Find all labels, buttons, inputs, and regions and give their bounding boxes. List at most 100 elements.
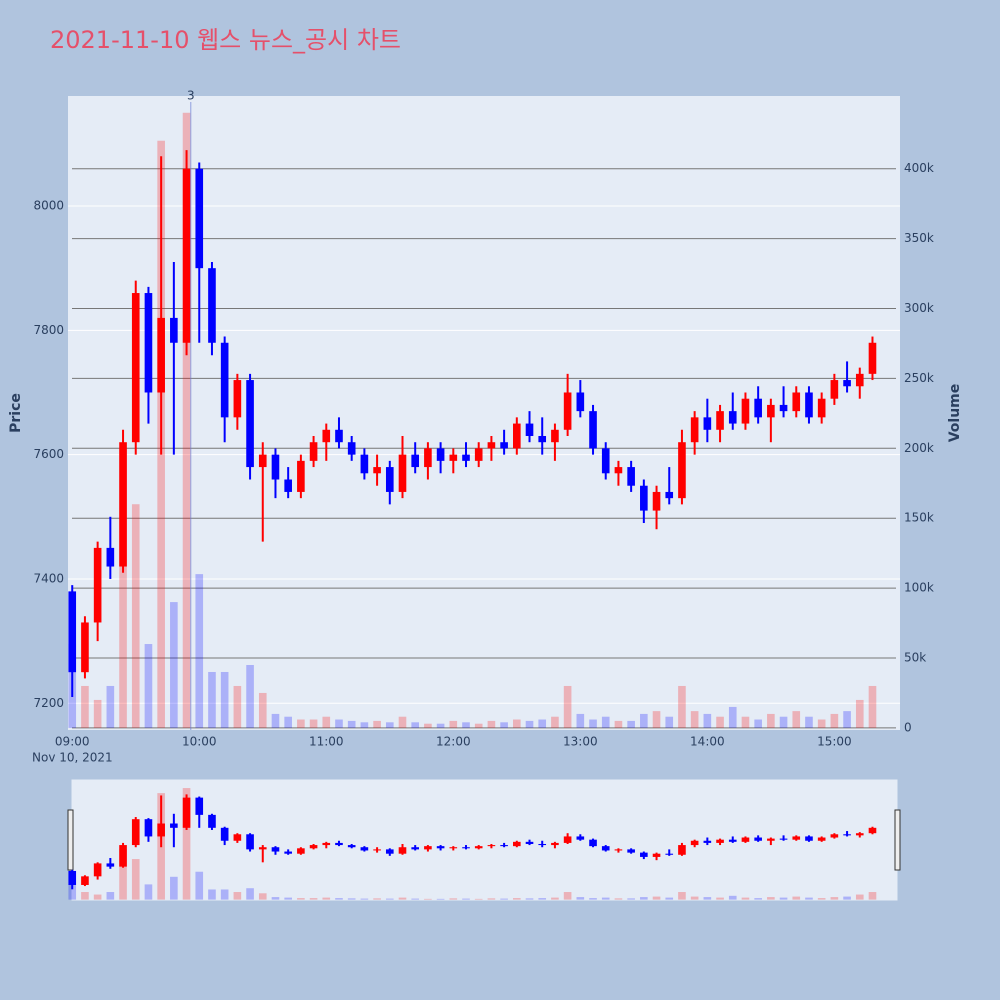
x-date-label: Nov 10, 2021 <box>32 751 113 765</box>
candle-body <box>119 442 127 567</box>
y-axis-title: Price <box>8 393 24 433</box>
slider-handle-left[interactable] <box>67 809 74 871</box>
y2-tick-label: 400k <box>904 161 934 175</box>
slider-candle-body <box>119 845 127 867</box>
slider-handle-right[interactable] <box>894 809 901 871</box>
candle-body <box>474 448 483 461</box>
slider-candle-body <box>220 827 229 841</box>
slider-candle-body <box>855 833 864 836</box>
slider-candle-body <box>106 863 115 867</box>
candle-body <box>258 454 267 468</box>
candle-body <box>106 547 115 567</box>
slider-candle-body <box>157 823 165 837</box>
slider-candle-body <box>322 842 331 846</box>
slider-candle-body <box>652 853 661 857</box>
volume-bar <box>690 711 699 728</box>
candle-body <box>741 398 750 424</box>
slider-candle-body <box>601 846 610 851</box>
slider-candle-body <box>347 845 356 848</box>
slider-volume-bar <box>843 896 851 900</box>
slider-candle-body <box>538 843 547 846</box>
slider-candle-body <box>411 847 420 850</box>
x-tick-label: 14:00 <box>690 735 725 749</box>
volume-bar <box>131 504 140 728</box>
volume-bar <box>513 719 521 728</box>
volume-bar <box>754 719 762 728</box>
volume-bar <box>462 722 470 728</box>
slider-volume-bar <box>868 892 877 900</box>
slider-volume-bar <box>233 892 242 900</box>
volume-bar <box>81 685 89 728</box>
slider-candle-body <box>182 797 191 828</box>
volume-bar <box>614 720 623 728</box>
slider-volume-bar <box>360 898 369 900</box>
candle-body <box>589 411 597 449</box>
candle-body <box>385 467 394 492</box>
candle-body <box>284 479 292 492</box>
candle-body <box>93 547 102 623</box>
volume-bar <box>297 719 305 728</box>
candle-body <box>640 485 648 511</box>
y-tick-label: 7800 <box>33 323 64 337</box>
candle-body <box>627 467 635 486</box>
slider-volume-bar <box>144 884 153 900</box>
slider-volume-bar <box>68 884 77 900</box>
slider-volume-bar <box>690 896 699 900</box>
x-tick-label: 12:00 <box>436 735 471 749</box>
slider-candle-body <box>449 847 458 849</box>
volume-bar <box>335 719 343 728</box>
candle-body <box>513 423 521 449</box>
slider-volume-bar <box>551 897 559 900</box>
candle-body <box>131 293 140 443</box>
volume-bar <box>703 713 712 728</box>
candle-body <box>347 442 356 455</box>
volume-bar <box>741 716 750 728</box>
volume-bar <box>767 713 775 728</box>
candle-body <box>271 454 280 480</box>
volume-bar <box>398 716 407 728</box>
candle-body <box>551 429 559 443</box>
candle-body <box>157 317 165 393</box>
candle-body <box>220 342 229 418</box>
slider-volume-bar <box>220 889 229 900</box>
slider-candle-body <box>640 852 648 857</box>
slider-candle-body <box>525 841 534 844</box>
y-tick-label: 7200 <box>33 696 64 710</box>
slider-volume-bar <box>385 898 394 900</box>
slider-candle-body <box>474 846 483 849</box>
slider-volume-bar <box>195 871 204 900</box>
volume-bar <box>500 722 508 728</box>
slider-volume-bar <box>741 897 750 900</box>
volume-bar <box>284 716 292 728</box>
volume-bar <box>385 722 394 728</box>
candle-body <box>309 442 318 461</box>
slider-volume-bar <box>678 892 686 900</box>
slider-volume-bar <box>576 897 585 900</box>
y-tick-label: 7400 <box>33 571 64 585</box>
slider-candle-body <box>868 827 877 834</box>
candle-body <box>411 454 420 468</box>
y2-tick-label: 150k <box>904 511 934 525</box>
y-tick-label: 8000 <box>33 199 64 213</box>
candle-body <box>665 491 674 499</box>
volume-bar <box>411 722 420 728</box>
slider-candle-body <box>703 840 712 843</box>
volume-bar <box>170 602 178 728</box>
candle-body <box>144 293 153 393</box>
slider-volume-bar <box>131 859 140 900</box>
slider-volume-bar <box>830 897 839 900</box>
slider-volume-bar <box>805 897 813 900</box>
volume-bar <box>538 719 547 728</box>
slider-candle-body <box>614 849 623 851</box>
slider-volume-bar <box>640 897 648 900</box>
volume-bar <box>665 716 674 728</box>
slider-candle-body <box>81 876 89 885</box>
candle-body <box>817 398 826 418</box>
candle-body <box>576 392 585 412</box>
slider-candle-body <box>627 849 635 853</box>
slider-candle-body <box>817 837 826 841</box>
slider-volume-bar <box>525 898 534 900</box>
candle-body <box>462 454 470 461</box>
candle-body <box>779 404 788 412</box>
candle-body <box>843 380 851 387</box>
